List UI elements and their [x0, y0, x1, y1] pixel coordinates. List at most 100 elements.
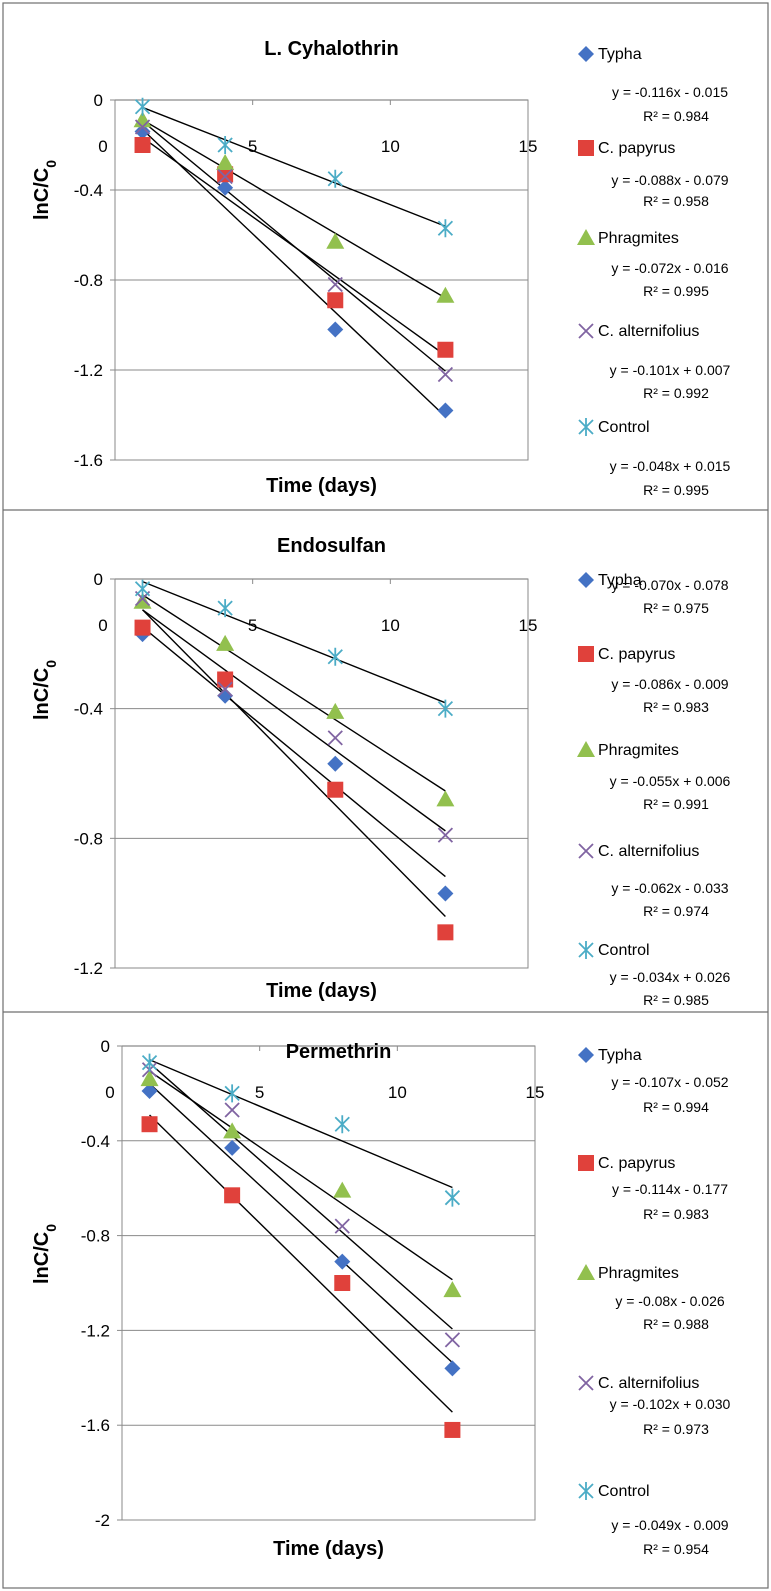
- trend-equation: y = -0.116x - 0.015: [612, 84, 728, 100]
- legend-marker: [578, 140, 594, 156]
- data-point: [437, 924, 454, 941]
- data-point: [216, 154, 235, 170]
- trendline-phragmites: [142, 594, 446, 792]
- legend-label: Phragmites: [598, 230, 679, 247]
- y-tick-label: -1.6: [81, 1416, 110, 1435]
- trend-r2: R² = 0.954: [643, 1541, 709, 1557]
- series-phragmites: [133, 111, 455, 303]
- plot-area: [121, 1045, 536, 1521]
- y-tick-label: 0: [94, 570, 103, 589]
- data-point: [133, 592, 152, 609]
- data-point: [327, 781, 344, 798]
- data-point: [217, 179, 234, 196]
- trend-equation: y = -0.102x + 0.030: [610, 1396, 731, 1412]
- legend-marker: [578, 1482, 594, 1500]
- data-point: [224, 1187, 241, 1204]
- legend-label: Control: [598, 1483, 650, 1500]
- trend-equation: y = -0.062x - 0.033: [611, 880, 728, 896]
- series-c-alternifolius: [134, 119, 454, 383]
- legend-marker: [578, 572, 594, 588]
- y-tick-label: -1.6: [74, 451, 103, 470]
- legend-marker: [578, 323, 594, 339]
- chart-title: Permethrin: [286, 1041, 392, 1063]
- legend-label: Typha: [598, 1047, 642, 1064]
- data-point: [327, 647, 343, 666]
- series-c-papyrus: [141, 1116, 461, 1438]
- data-point: [437, 219, 454, 238]
- data-point: [223, 1122, 242, 1139]
- y-tick-label: -1.2: [81, 1321, 110, 1340]
- trend-r2: R² = 0.995: [643, 283, 709, 299]
- legend-marker: [578, 1155, 594, 1171]
- legend-marker: [578, 941, 594, 959]
- y-axis-label: lnC/C0: [31, 660, 59, 720]
- series-typha: [134, 123, 454, 419]
- trend-equation: y = -0.101x + 0.007: [610, 362, 731, 378]
- data-point: [141, 1053, 158, 1072]
- chart-panel-2: 0-0.4-0.8-1.2051015EndosulfanTime (days)…: [3, 509, 768, 1008]
- data-point: [217, 681, 233, 697]
- data-point: [437, 699, 454, 718]
- y-tick-label: -0.8: [81, 1227, 110, 1246]
- series-phragmites: [140, 1070, 462, 1298]
- data-point: [437, 827, 454, 843]
- y-axis-label-sub: 0: [43, 1224, 59, 1232]
- data-point: [134, 619, 151, 636]
- y-axis-label-sub: 0: [43, 660, 59, 668]
- trendline-typha: [142, 128, 446, 418]
- x-axis-label: Time (days): [273, 1538, 384, 1560]
- trend-equation: y = -0.088x - 0.079: [611, 172, 728, 188]
- trendline-control: [142, 106, 446, 227]
- legend-label: C. papyrus: [598, 1155, 675, 1172]
- trend-r2: R² = 0.974: [643, 903, 709, 919]
- data-point: [140, 1070, 159, 1087]
- series-c-alternifolius: [141, 1062, 461, 1348]
- y-axis-label-main: lnC/C: [31, 1232, 53, 1284]
- data-point: [327, 755, 344, 772]
- legend-label: Control: [598, 942, 650, 959]
- trend-r2: R² = 0.983: [643, 699, 709, 715]
- data-point: [134, 123, 151, 140]
- x-tick-label: 0: [98, 616, 107, 635]
- x-tick-label: 15: [519, 616, 538, 635]
- y-tick-label: 0: [94, 91, 103, 110]
- legend-marker: [577, 1264, 595, 1280]
- chart-panel-3: 0 -0.4 -0.8 -1.2 -1.6 -2 0 5 10 15 Permethrin Time …: [3, 1011, 768, 1560]
- data-point: [141, 1083, 158, 1100]
- data-point: [134, 137, 151, 153]
- data-point: [326, 232, 345, 249]
- chart-panel-1: 0 -0.4 -0.8 -1.2 -1.6 0 5 10 15 L. Cyhalothrin Tim…: [31, 38, 731, 498]
- data-point: [217, 136, 233, 154]
- data-point: [444, 1188, 461, 1207]
- data-point: [444, 1360, 461, 1377]
- trendline-c-papyrus: [142, 609, 446, 917]
- series-control: [141, 1053, 461, 1207]
- data-point: [217, 599, 233, 618]
- trend-equation: y = -0.08x - 0.026: [615, 1293, 725, 1309]
- data-point: [437, 366, 454, 383]
- y-axis-label: lnC/C0: [31, 1224, 59, 1284]
- series-c-alternifolius: [134, 590, 454, 843]
- x-tick-label: 0: [98, 137, 107, 156]
- trendline-control: [149, 1059, 453, 1189]
- data-point: [334, 1253, 351, 1270]
- x-tick-label: 15: [519, 137, 538, 156]
- data-point: [437, 402, 454, 419]
- trend-equation: y = -0.114x - 0.177: [612, 1181, 728, 1197]
- series-c-papyrus: [134, 137, 454, 358]
- legend: Typha y = -0.116x - 0.015 R² = 0.984 C. pap…: [577, 46, 731, 498]
- legend-label: C. alternifolius: [598, 843, 699, 860]
- x-tick-label: 10: [381, 616, 400, 635]
- legend-label: C. papyrus: [598, 140, 675, 157]
- trend-r2: R² = 0.995: [643, 482, 709, 498]
- trend-equation: y = -0.070x - 0.078: [611, 577, 728, 593]
- trend-equation: y = -0.072x - 0.016: [611, 260, 728, 276]
- trend-equation: y = -0.034x + 0.026: [610, 969, 731, 985]
- data-point: [217, 671, 234, 688]
- trend-r2: R² = 0.984: [643, 108, 709, 124]
- trend-equation: y = -0.049x - 0.009: [611, 1517, 728, 1533]
- data-point: [327, 321, 344, 338]
- legend-label: Phragmites: [598, 1265, 679, 1282]
